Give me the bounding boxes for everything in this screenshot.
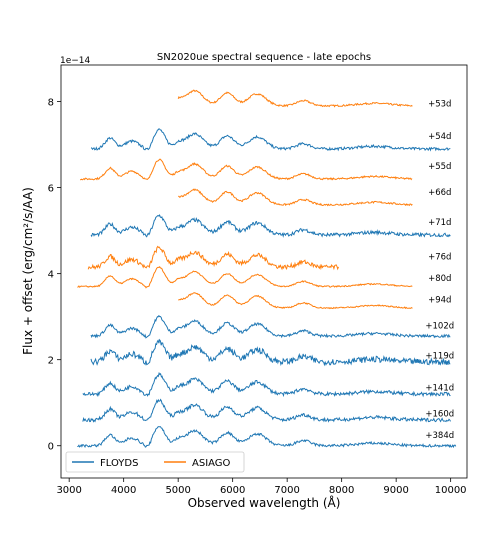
x-tick-label: 3000 <box>56 485 81 496</box>
spectrum-line-102d <box>90 314 451 339</box>
y-tick-label: 2 <box>48 356 54 367</box>
spectrum-line-160d <box>82 398 451 423</box>
y-tick-label: 0 <box>48 442 54 453</box>
x-tick-label: 9000 <box>383 485 408 496</box>
epoch-label: +160d <box>425 409 454 419</box>
epoch-label: +55d <box>428 162 451 172</box>
legend-box <box>65 451 245 473</box>
spectrum-line-71d <box>90 214 451 238</box>
spectrum-line-53d <box>177 89 413 108</box>
axes-frame <box>60 64 468 479</box>
spectrum-line-80d <box>77 266 413 289</box>
epoch-label: +71d <box>428 218 451 228</box>
legend: FLOYDS ASIAGO <box>65 451 245 473</box>
epoch-label: +80d <box>428 274 451 284</box>
y-tick-label: 8 <box>48 98 54 109</box>
y-tick-label: 4 <box>48 270 54 281</box>
x-tick-label: 8000 <box>329 485 354 496</box>
epoch-label: +384d <box>425 431 454 441</box>
epoch-label: +119d <box>425 351 454 361</box>
spectrum-line-66d <box>178 188 413 207</box>
spectrum-line-141d <box>82 371 451 398</box>
spectrum-line-76d <box>87 245 339 271</box>
tick-layer: 3000 4000 5000 6000 7000 8000 9000 10000 0 2 4 6 8 <box>48 98 467 496</box>
spectrum-line-55d <box>80 158 413 181</box>
epoch-label: +53d <box>428 100 451 110</box>
x-tick-label: 5000 <box>165 485 190 496</box>
epoch-label: +66d <box>428 188 451 198</box>
x-tick-label: 4000 <box>111 485 136 496</box>
x-tick-label: 7000 <box>274 485 299 496</box>
x-tick-label: 6000 <box>220 485 245 496</box>
x-axis-label: Observed wavelength (Å) <box>188 495 341 510</box>
y-tick-label: 6 <box>48 184 54 195</box>
legend-label-floyds: FLOYDS <box>100 458 138 469</box>
epoch-label: +102d <box>425 321 454 331</box>
epoch-label: +76d <box>428 252 451 262</box>
plot-frame <box>60 64 468 479</box>
spectrum-line-94d <box>178 292 413 310</box>
epoch-label-layer: +53d +54d +55d +66d +71d +76d +80d +94d +102d +11… <box>425 100 454 441</box>
x-tick-label: 10000 <box>435 485 467 496</box>
spectrum-line-119d <box>90 338 451 367</box>
spectrum-line-384d <box>77 426 457 449</box>
y-axis-label: Flux + offset (erg/cm²/s/AA) <box>21 187 35 355</box>
series-layer <box>77 89 457 449</box>
chart-title: SN2020ue spectral sequence - late epochs <box>157 52 371 63</box>
spectrum-line-54d <box>90 128 451 152</box>
epoch-label: +94d <box>428 295 451 305</box>
legend-label-asiago: ASIAGO <box>192 458 231 469</box>
epoch-label: +54d <box>428 132 451 142</box>
y-multiplier-label: 1e−14 <box>60 56 91 66</box>
epoch-label: +141d <box>425 384 454 394</box>
